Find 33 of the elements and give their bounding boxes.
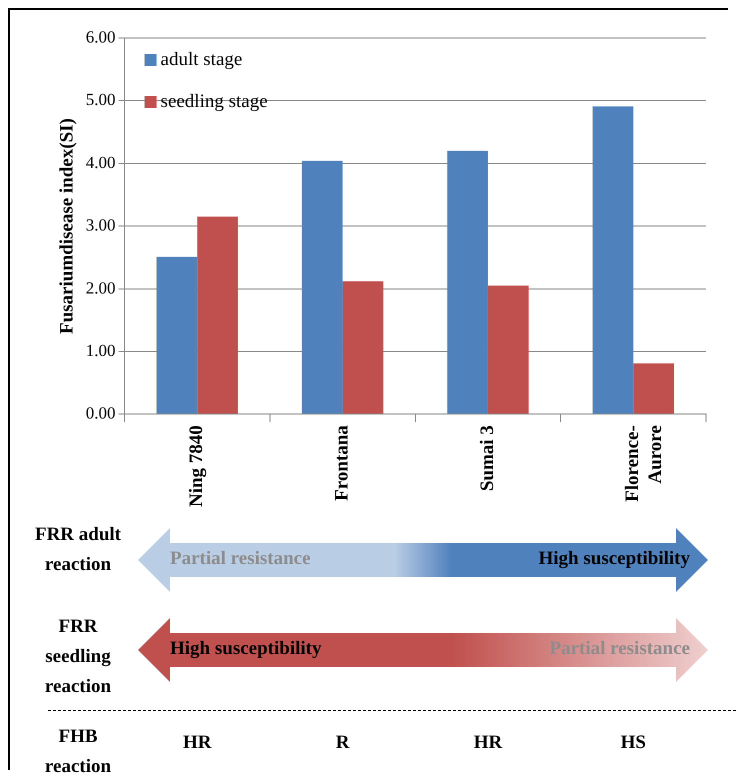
y-tick-label: 0.00 <box>86 404 116 423</box>
x-tick-label: Sumai 3 <box>476 425 498 492</box>
bar <box>633 363 674 414</box>
bar <box>592 106 634 414</box>
bar <box>302 160 343 414</box>
text: High susceptibility <box>170 638 322 660</box>
text: HR <box>472 732 504 754</box>
bar <box>342 281 384 414</box>
legend-label: seedling stage <box>160 90 268 112</box>
y-tick-label: 3.00 <box>86 216 116 235</box>
bar <box>447 150 488 414</box>
text: High susceptibility <box>538 548 690 570</box>
y-tick-label: 4.00 <box>86 152 116 172</box>
text: FRR seedling reaction <box>44 615 112 699</box>
legend-label: adult stage <box>160 48 242 70</box>
y-tick-label: 1.00 <box>86 340 116 360</box>
text: FHB reaction <box>44 725 112 778</box>
x-tick-label: Ning 7840 <box>186 425 208 508</box>
y-tick-label: 5.00 <box>86 90 116 110</box>
text: HS <box>620 732 647 754</box>
bar <box>488 286 529 414</box>
y-axis-title: Fusariumdisease index(SI) <box>56 118 78 334</box>
text: R <box>334 732 351 754</box>
text: HR <box>182 732 213 754</box>
text: Partial resistance <box>549 638 690 660</box>
y-tick-label: 2.00 <box>86 278 116 298</box>
bar <box>197 216 238 414</box>
x-tick-label: Frontana <box>332 424 352 501</box>
text: FRR adult reaction <box>34 523 122 577</box>
text: Partial resistance <box>170 548 311 570</box>
bar <box>156 256 198 414</box>
x-tick-label: Florence-Aurore <box>622 425 666 502</box>
y-tick-label: 6.00 <box>86 27 116 46</box>
